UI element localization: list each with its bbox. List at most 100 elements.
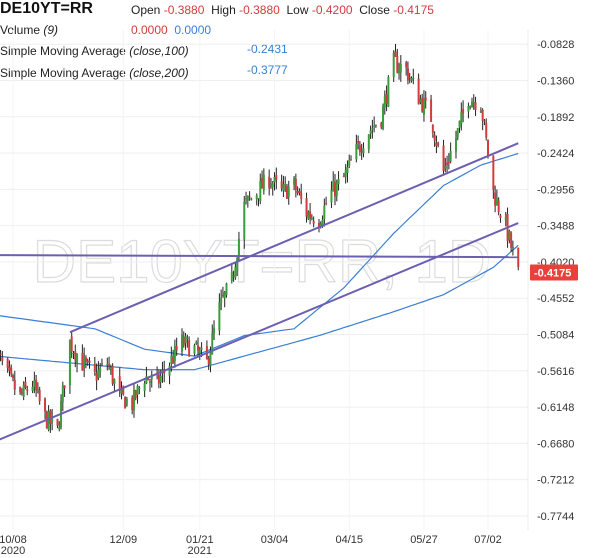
candle-body bbox=[309, 211, 312, 219]
candlestick bbox=[8, 360, 11, 377]
candlestick bbox=[10, 364, 13, 378]
candle-body bbox=[296, 191, 299, 193]
candlestick bbox=[431, 124, 434, 138]
candlestick bbox=[398, 62, 401, 80]
candle-body bbox=[474, 102, 477, 110]
candle-body bbox=[494, 192, 497, 206]
candle-body bbox=[495, 198, 498, 206]
candle-body bbox=[273, 176, 276, 183]
candlestick bbox=[456, 127, 459, 141]
candlestick bbox=[472, 94, 475, 110]
candlestick bbox=[44, 397, 47, 420]
candle-body bbox=[120, 388, 123, 394]
candlestick bbox=[334, 173, 337, 206]
candlestick bbox=[387, 75, 390, 108]
sma100-legend[interactable]: Simple Moving Average (close,100) bbox=[0, 44, 189, 58]
candle-body bbox=[335, 181, 338, 197]
candlestick bbox=[494, 185, 497, 213]
candle-body bbox=[454, 138, 457, 152]
candle-body bbox=[433, 134, 436, 141]
candlestick bbox=[81, 344, 84, 371]
candle-body bbox=[422, 98, 425, 115]
candle-body bbox=[346, 167, 349, 174]
candle-body bbox=[305, 198, 308, 217]
candlestick bbox=[293, 176, 296, 191]
trendlines[interactable] bbox=[0, 142, 519, 441]
candlestick bbox=[362, 142, 365, 158]
candlestick bbox=[497, 197, 500, 216]
candlestick bbox=[74, 344, 77, 368]
candlestick bbox=[221, 286, 224, 298]
candle-body bbox=[487, 139, 489, 157]
candle-body bbox=[88, 360, 91, 363]
candlestick bbox=[236, 257, 239, 277]
candle-body bbox=[284, 183, 287, 185]
candlestick bbox=[207, 355, 210, 370]
candle-body bbox=[184, 336, 187, 344]
volume-legend[interactable]: Volume (9) bbox=[0, 23, 58, 37]
candle-body bbox=[334, 182, 337, 197]
open-value: -0.3880 bbox=[163, 3, 205, 17]
candle-body bbox=[447, 161, 450, 163]
x-tick-label: 07/02 bbox=[474, 534, 502, 546]
candle-body bbox=[125, 398, 128, 406]
candlestick bbox=[173, 339, 176, 368]
candlestick bbox=[36, 382, 39, 394]
candlestick bbox=[168, 362, 171, 385]
symbol-label: DE10YT=RR bbox=[0, 0, 93, 17]
candlestick bbox=[419, 94, 422, 105]
x-tick-label: 12/09 bbox=[110, 534, 138, 546]
candlestick bbox=[95, 363, 98, 391]
candle-body bbox=[460, 111, 463, 125]
sma200-value: -0.3777 bbox=[247, 63, 288, 77]
candle-body bbox=[323, 205, 326, 220]
candlestick bbox=[410, 76, 413, 83]
candle-body bbox=[398, 70, 401, 74]
candlestick bbox=[195, 340, 198, 346]
candlestick bbox=[399, 55, 402, 82]
candlestick bbox=[93, 356, 96, 376]
y-tick-label: -0.6148 bbox=[537, 402, 574, 414]
candle-body bbox=[63, 385, 66, 389]
sma100-value: -0.2431 bbox=[247, 42, 288, 56]
candle-body bbox=[358, 145, 361, 152]
sma200-legend[interactable]: Simple Moving Average (close,200) bbox=[0, 66, 189, 80]
candlestick bbox=[143, 380, 146, 398]
candlestick bbox=[111, 363, 114, 386]
last-price-box bbox=[530, 264, 578, 281]
candle-body bbox=[221, 295, 224, 297]
candlestick bbox=[474, 96, 477, 116]
candlestick bbox=[197, 337, 200, 357]
candle-body bbox=[122, 385, 125, 395]
candle-body bbox=[310, 217, 313, 220]
candlestick bbox=[287, 180, 290, 205]
candlestick bbox=[220, 289, 223, 311]
candlestick bbox=[360, 143, 363, 160]
candlestick bbox=[499, 213, 502, 223]
y-tick-label: -0.2424 bbox=[537, 148, 574, 160]
candlestick bbox=[392, 50, 395, 83]
candle-body bbox=[237, 238, 240, 256]
high-label: High bbox=[211, 3, 236, 17]
candlestick bbox=[454, 130, 457, 159]
candlestick bbox=[312, 216, 315, 228]
candle-body bbox=[396, 56, 399, 73]
candle-body bbox=[195, 342, 198, 344]
candle-body bbox=[93, 363, 96, 372]
candlestick bbox=[259, 173, 262, 205]
candlestick bbox=[394, 43, 397, 57]
candle-body bbox=[456, 128, 459, 138]
candlestick bbox=[108, 356, 111, 370]
candlestick bbox=[346, 160, 349, 183]
candlestick bbox=[284, 176, 287, 193]
y-tick-label: -0.7744 bbox=[537, 511, 574, 523]
candlestick bbox=[172, 349, 175, 365]
candlestick bbox=[24, 376, 27, 390]
candle-body bbox=[6, 358, 9, 368]
candle-body bbox=[8, 366, 11, 371]
candlestick bbox=[68, 339, 71, 394]
candle-body bbox=[431, 124, 434, 133]
candle-body bbox=[84, 357, 87, 362]
low-value: -0.4200 bbox=[311, 3, 353, 17]
